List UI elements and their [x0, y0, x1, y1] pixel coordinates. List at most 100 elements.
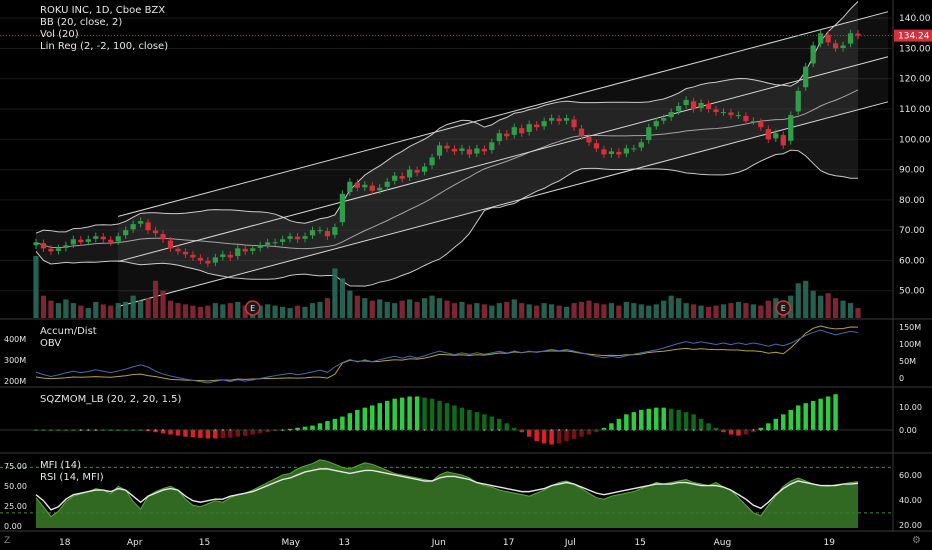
sqz-bar	[594, 430, 599, 433]
sqz-dot	[296, 429, 299, 431]
candle-body	[519, 128, 525, 134]
sqz-bar	[467, 409, 472, 430]
sqz-dot	[744, 429, 747, 431]
sqz-bar	[183, 430, 188, 437]
candle-body	[474, 148, 480, 154]
sqz-dot	[498, 429, 501, 431]
sqz-dot	[490, 429, 493, 431]
volume-bar	[392, 303, 398, 318]
volume-bar	[653, 304, 659, 318]
sqz-dot	[468, 429, 471, 431]
sqz-dot	[416, 429, 419, 431]
candle-body	[48, 248, 54, 252]
settings-gear-icon[interactable]: ⚙	[912, 535, 921, 546]
sqz-bar	[788, 409, 793, 430]
volume-bar	[279, 306, 286, 318]
candle-body	[601, 149, 607, 155]
volume-bar	[160, 290, 166, 318]
candle-body	[212, 257, 218, 263]
volume-bar	[646, 305, 652, 318]
mfi-label[interactable]: MFI (14)	[40, 460, 82, 471]
sqz-bar	[721, 430, 726, 433]
volume-bar	[519, 303, 525, 318]
candle-body	[130, 224, 136, 230]
bb-indicator-label[interactable]: BB (20, close, 2)	[40, 17, 123, 28]
volume-bar	[167, 300, 174, 318]
candle-body	[287, 236, 293, 239]
sqz-dot	[304, 429, 307, 431]
sqz-dot	[371, 429, 374, 431]
sqz-bar	[228, 430, 233, 438]
candle-body	[108, 239, 114, 243]
volume-bar	[616, 305, 622, 318]
sqz-bar	[624, 414, 629, 430]
sqz-bar	[414, 396, 420, 430]
candle-body	[773, 133, 779, 139]
zoom-icon[interactable]: Z	[4, 536, 11, 546]
candle-body	[444, 145, 450, 149]
sqz-dot	[460, 429, 463, 431]
sqz-bar	[399, 397, 405, 430]
sqz-bar	[377, 403, 382, 430]
candle-body	[728, 112, 734, 116]
sqz-dot	[102, 429, 105, 431]
candle-body	[765, 129, 771, 140]
volume-bar	[563, 306, 570, 318]
candle-body	[563, 118, 570, 121]
sqz-dot	[827, 429, 830, 431]
accum-dist-label[interactable]: Accum/Dist	[40, 326, 97, 337]
volume-bar	[429, 295, 435, 318]
sqz-bar	[160, 430, 166, 434]
rsi-label[interactable]: RSI (14, MFI)	[40, 472, 104, 483]
sqz-bar	[534, 430, 539, 442]
x-axis-label: Jun	[431, 538, 446, 548]
sqz-dot	[595, 429, 598, 431]
price-tick-label: 110.00	[899, 105, 931, 115]
candle-body	[242, 248, 248, 252]
linreg-indicator-label[interactable]: Lin Reg (2, -2, 100, close)	[40, 41, 169, 52]
sqz-dot	[505, 429, 508, 431]
volume-bar	[85, 308, 91, 318]
accum-left-tick: 200M	[4, 377, 26, 386]
volume-bar	[728, 303, 734, 318]
sqz-dot	[162, 429, 165, 431]
sqz-bar	[437, 400, 442, 430]
sqz-bar	[781, 414, 786, 430]
sqz-bar	[549, 430, 554, 445]
sqzmom-label[interactable]: SQZMOM_LB (20, 2, 20, 1.5)	[40, 394, 182, 405]
volume-bar	[93, 301, 99, 318]
volume-bar	[698, 305, 704, 318]
price-tick-label: 60.00	[899, 256, 925, 266]
volume-bar	[586, 300, 592, 318]
candle-body	[205, 260, 211, 264]
volume-bar	[242, 305, 248, 318]
sqz-bar	[713, 427, 719, 430]
volume-bar	[571, 303, 577, 318]
candle-body	[803, 66, 809, 88]
sqz-bar	[452, 405, 457, 430]
sqz-dot	[528, 429, 531, 431]
volume-bar	[130, 295, 136, 318]
accum-right-tick: 100M	[899, 340, 921, 349]
sqz-dot	[206, 429, 209, 431]
x-axis-label: 15	[634, 538, 645, 548]
candle-body	[167, 240, 174, 249]
mfi-left-tick: 75.00	[4, 462, 27, 471]
volume-bar	[302, 306, 308, 318]
volume-indicator-label[interactable]: Vol (20)	[40, 29, 79, 40]
price-tick-label: 130.00	[899, 44, 931, 54]
volume-bar	[810, 290, 816, 318]
volume-bar	[362, 298, 368, 318]
volume-bar	[265, 304, 271, 318]
volume-bar	[608, 303, 615, 318]
mfi-left-tick: 0.00	[4, 522, 22, 531]
obv-label[interactable]: OBV	[40, 338, 62, 349]
candle-body	[309, 230, 316, 236]
sqz-bar	[691, 414, 696, 430]
mfi-line	[35, 459, 859, 518]
sqz-bar	[153, 430, 158, 433]
price-badge	[894, 29, 932, 42]
candle-body	[668, 112, 674, 118]
